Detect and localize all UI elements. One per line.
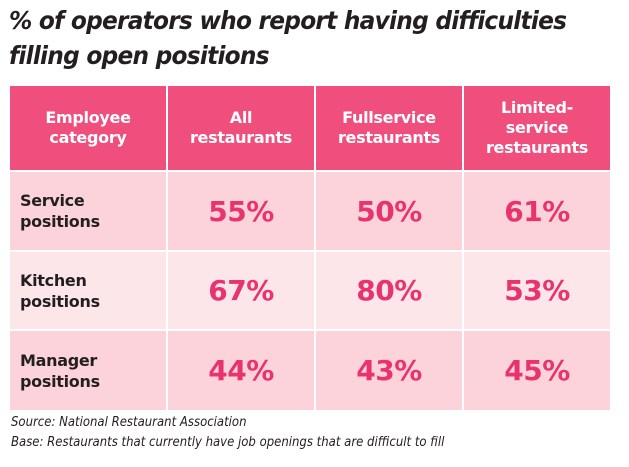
row-label-line: Manager: [20, 350, 98, 370]
chart-title-line: filling open positions: [9, 41, 270, 70]
column-header-fullservice-restaurants: Fullservice restaurants: [316, 86, 462, 170]
column-header-line: Employee: [45, 108, 131, 127]
chart-title-line: % of operators who report having difficu…: [9, 6, 567, 35]
base-note: Base: Restaurants that currently have jo…: [11, 435, 445, 450]
column-header-line: Fullservice: [342, 108, 436, 127]
source-note: Source: National Restaurant Association: [11, 415, 247, 430]
column-header-line: Limited-: [500, 98, 574, 117]
row-label-line: positions: [20, 212, 100, 231]
table-cell-value: 44%: [168, 331, 314, 410]
column-header-line: restaurants: [337, 128, 441, 147]
row-label-manager-positions: Manager positions: [10, 331, 166, 410]
row-label-line: Service: [20, 191, 85, 210]
column-header-line: service: [505, 118, 569, 137]
row-label-kitchen-positions: Kitchen positions: [10, 252, 166, 329]
footnotes: Source: National Restaurant Association …: [11, 413, 444, 453]
table-cell-value: 45%: [464, 331, 610, 410]
table-cell-value: 50%: [316, 172, 462, 250]
row-label-line: Kitchen: [20, 270, 87, 290]
row-label-service-positions: Service positions: [10, 172, 166, 250]
column-header-line: All: [229, 108, 253, 127]
column-header-employee-category: Employee category: [10, 86, 166, 170]
column-header-line: restaurants: [485, 138, 589, 157]
row-label-line: positions: [20, 371, 100, 391]
row-label-line: positions: [20, 291, 100, 311]
table-cell-value: 43%: [316, 331, 462, 410]
table-cell-value: 53%: [464, 252, 610, 329]
table-cell-value: 80%: [316, 252, 462, 329]
table-cell-value: 55%: [168, 172, 314, 250]
column-header-limited-service-restaurants: Limited- service restaurants: [464, 86, 610, 170]
table-cell-value: 61%: [464, 172, 610, 250]
data-table: Employee category All restaurants Fullse…: [10, 86, 610, 410]
column-header-all-restaurants: All restaurants: [168, 86, 314, 170]
column-header-line: restaurants: [189, 128, 293, 147]
table-cell-value: 67%: [168, 252, 314, 329]
column-header-line: category: [49, 128, 127, 147]
chart-title: % of operators who report having difficu…: [9, 3, 578, 73]
